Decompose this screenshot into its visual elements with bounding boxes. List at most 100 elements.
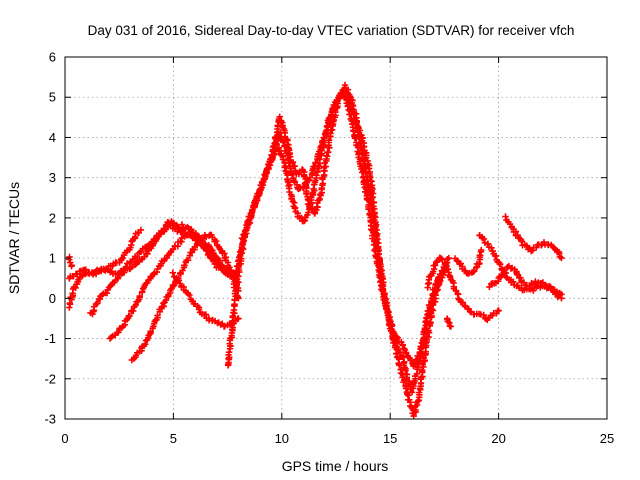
- data-point: [514, 231, 521, 239]
- data-point: [495, 307, 502, 314]
- grid: [65, 57, 607, 419]
- data-point: [358, 169, 366, 176]
- data-point: [366, 211, 373, 218]
- data-point: [225, 349, 233, 356]
- data-point: [252, 200, 259, 207]
- data-point: [269, 153, 276, 160]
- data-point: [471, 268, 478, 275]
- data-point: [186, 291, 193, 299]
- data-point: [399, 341, 406, 348]
- data-point: [273, 141, 280, 148]
- data-point: [478, 246, 485, 254]
- tick-labels: 0 5 10 15 20 25 -3 -2 -1 0 1 2 3 4 5 6: [44, 50, 614, 447]
- x-tick-label: 0: [61, 431, 68, 446]
- x-tick-label: 5: [170, 431, 177, 446]
- data-point: [208, 246, 215, 253]
- data-point: [195, 233, 203, 240]
- data-point: [484, 240, 492, 247]
- series-track-06: [128, 231, 242, 364]
- data-point: [517, 274, 524, 281]
- data-layer: [66, 81, 565, 420]
- data-point: [72, 284, 79, 291]
- data-point: [66, 300, 73, 307]
- data-point: [126, 312, 133, 320]
- data-point: [276, 113, 283, 120]
- data-point: [488, 244, 495, 251]
- chart-title: Day 031 of 2016, Sidereal Day-to-day VTE…: [88, 23, 575, 38]
- y-tick-label: 1: [49, 251, 56, 266]
- x-tick-label: 10: [275, 431, 289, 446]
- series-track-11: [238, 91, 444, 370]
- series-track-10: [230, 86, 450, 396]
- data-point: [141, 253, 148, 261]
- data-point: [352, 135, 359, 142]
- series-track-03: [66, 253, 75, 270]
- data-point: [167, 222, 174, 229]
- data-point: [213, 238, 220, 245]
- data-point: [368, 226, 375, 233]
- data-point: [115, 329, 122, 336]
- data-point: [181, 262, 188, 269]
- data-point: [305, 209, 312, 216]
- x-tick-label: 20: [491, 431, 505, 446]
- data-point: [238, 235, 246, 242]
- data-point: [394, 334, 401, 342]
- y-tick-label: 3: [49, 170, 56, 185]
- data-point: [437, 255, 445, 262]
- series-track-13: [443, 315, 455, 330]
- series-track-15: [476, 232, 565, 302]
- y-tick-label: -1: [44, 331, 56, 346]
- data-point: [327, 113, 334, 120]
- data-point: [316, 156, 323, 163]
- data-point: [513, 271, 521, 278]
- data-point: [302, 181, 310, 188]
- data-point: [240, 238, 247, 245]
- data-point: [329, 105, 336, 112]
- data-point: [480, 235, 488, 243]
- data-point: [432, 262, 439, 269]
- data-point: [154, 312, 161, 319]
- data-point: [240, 231, 248, 238]
- data-point: [408, 389, 416, 396]
- data-point: [502, 213, 509, 220]
- series-track-14: [451, 246, 485, 277]
- data-point: [377, 278, 384, 286]
- data-point: [172, 225, 179, 232]
- data-point: [400, 354, 407, 361]
- data-point: [253, 194, 260, 201]
- data-point: [410, 412, 417, 420]
- data-point: [130, 307, 137, 315]
- data-point: [132, 301, 139, 309]
- y-tick-label: 2: [49, 210, 56, 225]
- axis-ticks: [64, 56, 608, 420]
- data-point: [313, 172, 320, 179]
- data-point: [280, 139, 287, 146]
- data-point: [284, 152, 291, 159]
- data-point: [281, 164, 288, 171]
- data-point: [510, 278, 517, 285]
- data-point: [144, 250, 151, 257]
- data-point: [381, 300, 389, 307]
- x-tick-label: 25: [600, 431, 614, 446]
- data-point: [447, 323, 455, 330]
- data-point: [418, 366, 426, 374]
- plot-frame: [64, 56, 608, 420]
- data-point: [220, 264, 227, 271]
- data-point: [354, 129, 362, 136]
- data-point: [417, 343, 424, 350]
- data-point: [392, 350, 400, 357]
- data-point: [387, 318, 394, 325]
- data-point: [169, 269, 176, 276]
- series-track-07: [169, 269, 242, 330]
- data-point: [281, 143, 288, 150]
- data-point: [66, 256, 73, 263]
- x-tick-label: 15: [383, 431, 397, 446]
- data-point: [453, 257, 461, 264]
- x-axis-label: GPS time / hours: [282, 458, 389, 474]
- series-track-12: [424, 254, 502, 324]
- y-tick-label: 4: [49, 130, 56, 145]
- data-point: [365, 206, 372, 213]
- data-point: [444, 266, 452, 273]
- data-point: [428, 295, 435, 302]
